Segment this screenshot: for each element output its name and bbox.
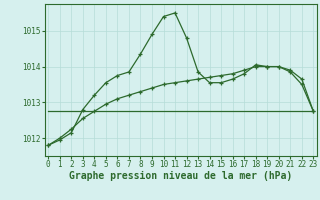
X-axis label: Graphe pression niveau de la mer (hPa): Graphe pression niveau de la mer (hPa) — [69, 171, 292, 181]
